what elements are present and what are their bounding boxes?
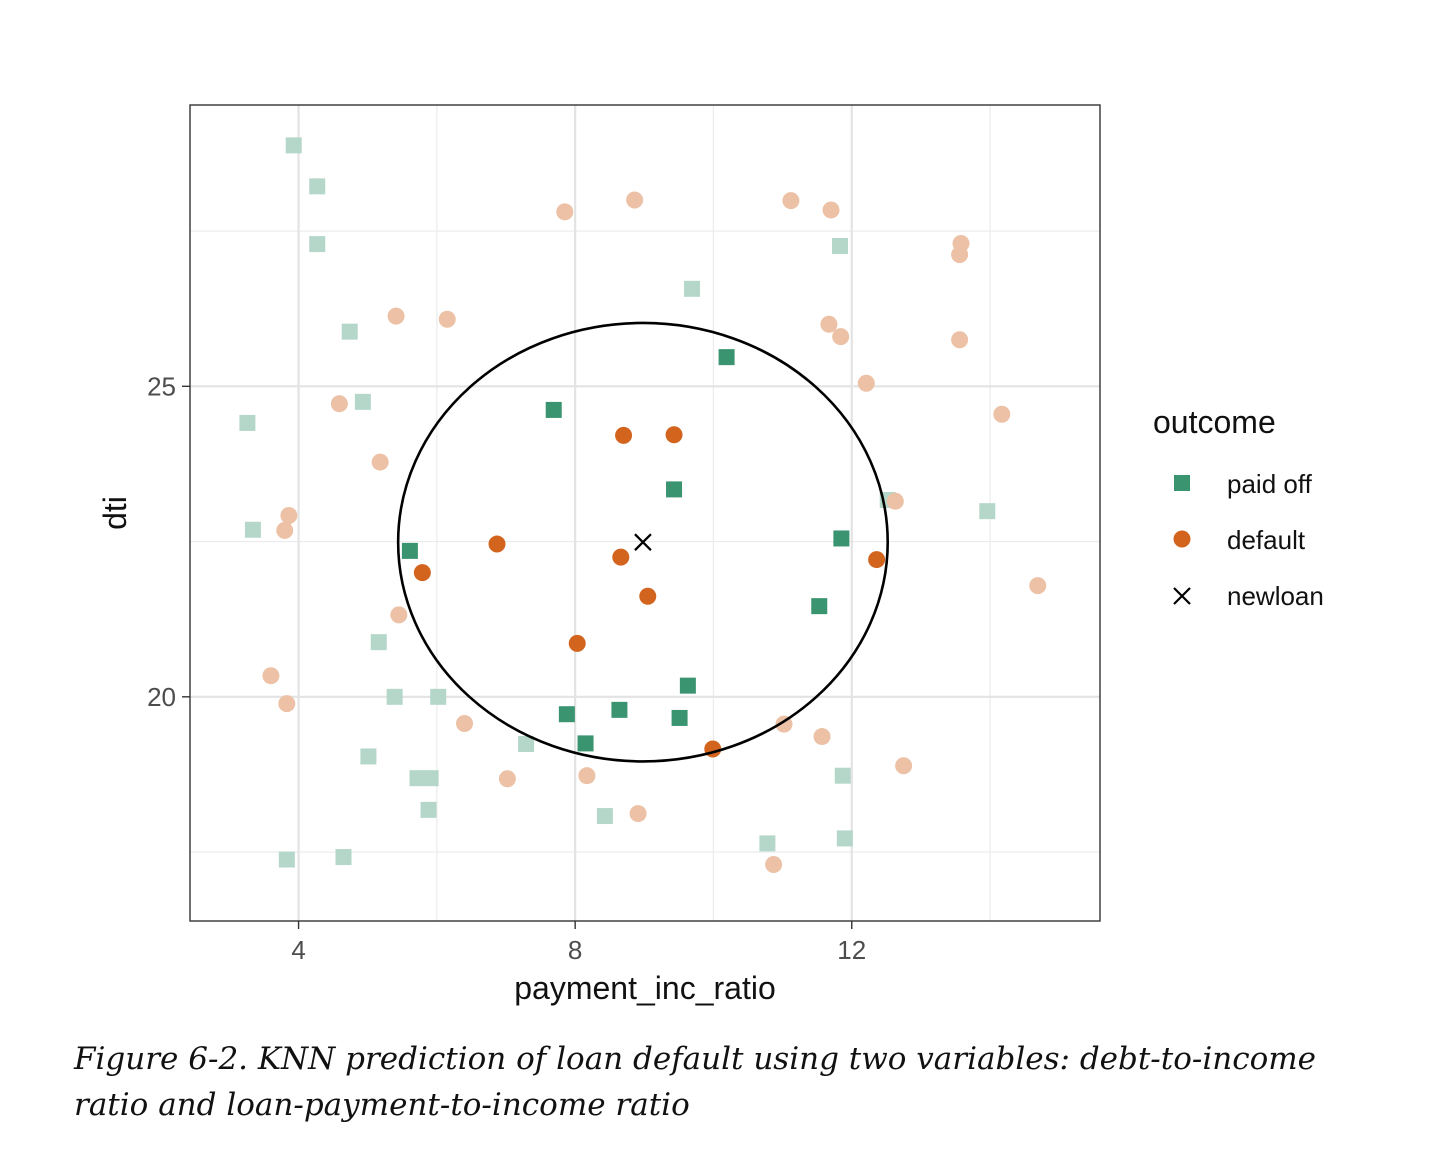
- default-point: [438, 310, 456, 328]
- default-neighbor-point: [615, 426, 633, 444]
- default-point: [820, 315, 838, 333]
- y-axis-title: dti: [97, 496, 133, 530]
- default-point: [456, 715, 474, 733]
- paid-off-neighbor-point: [679, 677, 696, 694]
- data-points: [239, 137, 1047, 873]
- default-neighbor-point: [413, 564, 431, 582]
- newloan-marker: [634, 533, 652, 551]
- default-point: [765, 855, 783, 873]
- paid-off-point: [309, 236, 326, 253]
- paid-off-point: [285, 137, 302, 154]
- default-neighbor-point: [639, 587, 657, 605]
- paid-off-point: [832, 237, 848, 254]
- paid-off-point: [360, 748, 377, 765]
- default-point: [390, 606, 408, 624]
- paid-off-point: [278, 851, 295, 868]
- x-tick-label: 12: [837, 935, 866, 965]
- paid-off-point: [979, 503, 996, 520]
- paid-off-neighbor-point: [833, 530, 850, 547]
- legend-title: outcome: [1153, 404, 1276, 440]
- default-neighbor-point: [488, 535, 506, 553]
- paid-off-point: [422, 770, 439, 787]
- default-point: [629, 805, 647, 823]
- paid-off-point: [836, 830, 853, 847]
- default-point: [951, 246, 969, 264]
- x-axis-ticks: 4 8 12: [291, 921, 866, 965]
- default-point: [1029, 577, 1047, 595]
- neighborhood-circle: [396, 321, 890, 763]
- plot-panel-border: [189, 104, 1101, 922]
- default-point: [782, 192, 800, 210]
- default-point: [387, 307, 405, 325]
- paid-off-neighbor-point: [545, 401, 562, 418]
- legend-label-paid-off: paid off: [1227, 469, 1313, 499]
- default-point: [498, 770, 516, 788]
- default-point: [276, 521, 294, 539]
- paid-off-point: [309, 178, 326, 195]
- paid-off-neighbor-point: [401, 542, 418, 559]
- default-point: [857, 374, 875, 392]
- default-point: [262, 667, 280, 685]
- legend-label-newloan: newloan: [1227, 581, 1324, 611]
- newloan-cross-stroke: [634, 533, 652, 551]
- default-neighbor-point: [665, 426, 683, 444]
- figure-caption: Figure 6-2. KNN prediction of loan defau…: [74, 1041, 1317, 1123]
- default-point: [832, 328, 850, 346]
- paid-off-neighbor-point: [718, 349, 735, 366]
- paid-off-point: [341, 323, 358, 340]
- paid-off-point: [684, 280, 701, 297]
- paid-off-neighbor-point: [811, 598, 828, 615]
- paid-off-point: [354, 393, 371, 410]
- default-point: [371, 453, 389, 471]
- paid-off-point: [386, 688, 403, 705]
- legend-key-default: [1173, 530, 1191, 548]
- default-point: [895, 757, 913, 775]
- paid-off-point: [834, 767, 851, 784]
- default-point: [330, 395, 348, 413]
- legend-key-paid-off: [1174, 475, 1190, 491]
- paid-off-point: [409, 770, 426, 787]
- legend: outcome paid off default newloan: [1153, 404, 1324, 611]
- default-point: [951, 331, 969, 349]
- legend-key-newloan: [1173, 587, 1191, 605]
- default-neighbor-point: [568, 634, 586, 652]
- default-point: [822, 201, 840, 219]
- paid-off-point: [370, 634, 387, 651]
- paid-off-point: [759, 835, 776, 852]
- default-point: [626, 191, 644, 209]
- paid-off-point: [335, 849, 352, 866]
- paid-off-neighbor-point: [666, 481, 683, 498]
- paid-off-neighbor-point: [577, 735, 594, 752]
- y-tick-label: 25: [147, 371, 176, 401]
- default-point: [993, 405, 1011, 423]
- default-point: [278, 695, 296, 713]
- default-neighbor-point: [868, 551, 886, 569]
- x-tick-label: 8: [568, 935, 582, 965]
- default-point: [578, 767, 596, 785]
- legend-label-default: default: [1227, 525, 1306, 555]
- major-gridlines: [190, 105, 1100, 921]
- paid-off-neighbor-point: [558, 706, 575, 723]
- x-tick-label: 4: [291, 935, 305, 965]
- x-axis-title: payment_inc_ratio: [514, 970, 775, 1006]
- paid-off-point: [596, 808, 613, 825]
- paid-off-point: [518, 736, 535, 753]
- paid-off-point: [420, 801, 437, 818]
- paid-off-point: [239, 414, 256, 431]
- paid-off-point: [244, 521, 261, 538]
- paid-off-neighbor-point: [611, 701, 628, 718]
- default-point: [556, 203, 574, 221]
- paid-off-neighbor-point: [671, 709, 688, 726]
- newloan-marker-group: [634, 533, 652, 551]
- default-point: [280, 506, 298, 524]
- paid-off-point: [430, 688, 447, 705]
- plot-panel-background: [190, 105, 1100, 921]
- default-point: [886, 492, 904, 510]
- default-neighbor-point: [612, 548, 630, 566]
- default-point: [813, 728, 831, 746]
- y-tick-label: 20: [147, 682, 176, 712]
